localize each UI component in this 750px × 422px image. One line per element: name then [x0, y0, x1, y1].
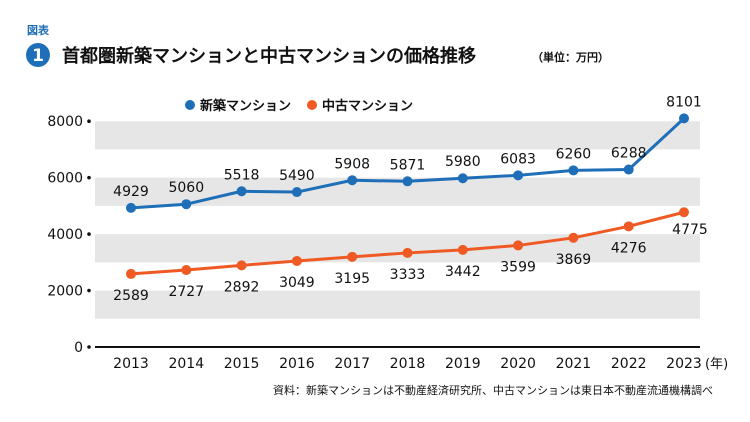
source-note: 資料：新築マンションは不動産経済研究所、中古マンションは東日本不動産流通機構調べ — [273, 383, 713, 397]
data-label: 2727 — [168, 284, 204, 300]
data-point — [513, 170, 524, 181]
figure-number: 1 — [32, 46, 44, 66]
data-point — [126, 202, 136, 213]
x-tick-label: 2020 — [500, 356, 536, 372]
data-point — [236, 260, 247, 271]
data-label: 5490 — [279, 168, 315, 184]
data-point — [623, 164, 634, 175]
unit-label: （単位：万円） — [532, 50, 609, 64]
data-point — [181, 265, 192, 276]
series-layer: 4929 5060 5518 5490 5908 5871 5980 6083 6260 6288… — [113, 94, 708, 304]
x-tick-label: 2014 — [168, 356, 204, 372]
legend-marker — [307, 100, 317, 110]
legend-label: 新築マンション — [200, 98, 291, 114]
data-point — [457, 173, 468, 184]
data-label: 3869 — [556, 252, 592, 268]
data-point — [679, 207, 689, 218]
x-tick-label: 2018 — [390, 356, 426, 372]
y-tick-label: 8000 — [47, 114, 83, 130]
data-label: 8101 — [666, 94, 702, 110]
data-label: 3049 — [279, 275, 315, 291]
y-tick-mark — [87, 119, 91, 124]
series-new-condo: 4929 5060 5518 5490 5908 5871 5980 6083 6260 6288… — [113, 94, 702, 213]
y-tick-label: 0 — [74, 340, 83, 356]
legend-marker — [185, 100, 195, 110]
x-tick-label: 2013 — [113, 356, 149, 372]
y-tick-label: 2000 — [47, 284, 83, 300]
legend-label: 中古マンション — [322, 98, 413, 114]
data-point — [679, 113, 689, 124]
series-used-condo: 2589 2727 2892 3049 3195 3333 3442 3599 3869 4276… — [113, 207, 708, 304]
x-tick-label: 2022 — [611, 356, 647, 372]
data-label: 2892 — [224, 279, 260, 295]
data-label: 4929 — [113, 184, 149, 200]
data-label: 3442 — [445, 264, 481, 280]
x-tick-label: 2017 — [334, 356, 370, 372]
data-point — [126, 268, 136, 279]
x-unit-label: (年) — [705, 357, 728, 372]
y-tick-mark — [87, 288, 91, 293]
grid-bands — [95, 121, 700, 319]
chart-title: 首都圏新築マンションと中古マンションの価格推移 — [62, 45, 476, 67]
data-point — [513, 240, 524, 251]
data-label: 4276 — [611, 240, 647, 256]
data-label: 5980 — [445, 154, 481, 170]
data-point — [347, 175, 358, 186]
y-tick-label: 6000 — [47, 171, 83, 187]
y-tick-mark — [87, 345, 91, 349]
y-tick-label: 4000 — [47, 227, 83, 243]
data-label: 4775 — [672, 222, 708, 238]
data-label: 5518 — [224, 167, 260, 183]
figure-number-badge — [26, 43, 50, 67]
data-label: 6288 — [611, 146, 647, 162]
data-label: 5871 — [390, 157, 426, 173]
data-point — [623, 221, 634, 232]
data-point — [568, 165, 579, 176]
data-point — [402, 247, 413, 258]
x-tick-label: 2021 — [556, 356, 592, 372]
data-label: 6083 — [500, 151, 536, 167]
x-tick-label: 2023 — [666, 356, 702, 372]
data-label: 2589 — [113, 288, 149, 304]
data-label: 3195 — [334, 271, 370, 287]
data-point — [236, 186, 247, 197]
y-tick-mark — [87, 232, 91, 236]
x-tick-label: 2016 — [279, 356, 315, 372]
data-point — [347, 251, 358, 262]
data-label: 3333 — [390, 267, 426, 283]
data-label: 3599 — [500, 259, 536, 275]
grid-band — [95, 121, 700, 150]
data-point — [291, 255, 302, 266]
data-point — [402, 176, 413, 187]
legend: 新築マンション 中古マンション — [185, 98, 413, 114]
y-tick-mark — [87, 175, 91, 180]
data-point — [457, 244, 468, 255]
data-point — [568, 232, 579, 243]
data-label: 5060 — [168, 180, 204, 196]
grid-band — [95, 290, 700, 319]
data-point — [291, 187, 302, 198]
axes: 0 2000 4000 6000 8000 2013 2014 2015 2016 2017 201… — [47, 114, 728, 372]
grid-band — [95, 234, 700, 263]
x-tick-label: 2019 — [445, 356, 481, 372]
data-label: 6260 — [556, 146, 592, 162]
x-tick-label: 2015 — [224, 356, 260, 372]
data-point — [181, 199, 192, 210]
figure-tag: 図表 — [27, 23, 50, 37]
data-label: 5908 — [334, 156, 370, 172]
